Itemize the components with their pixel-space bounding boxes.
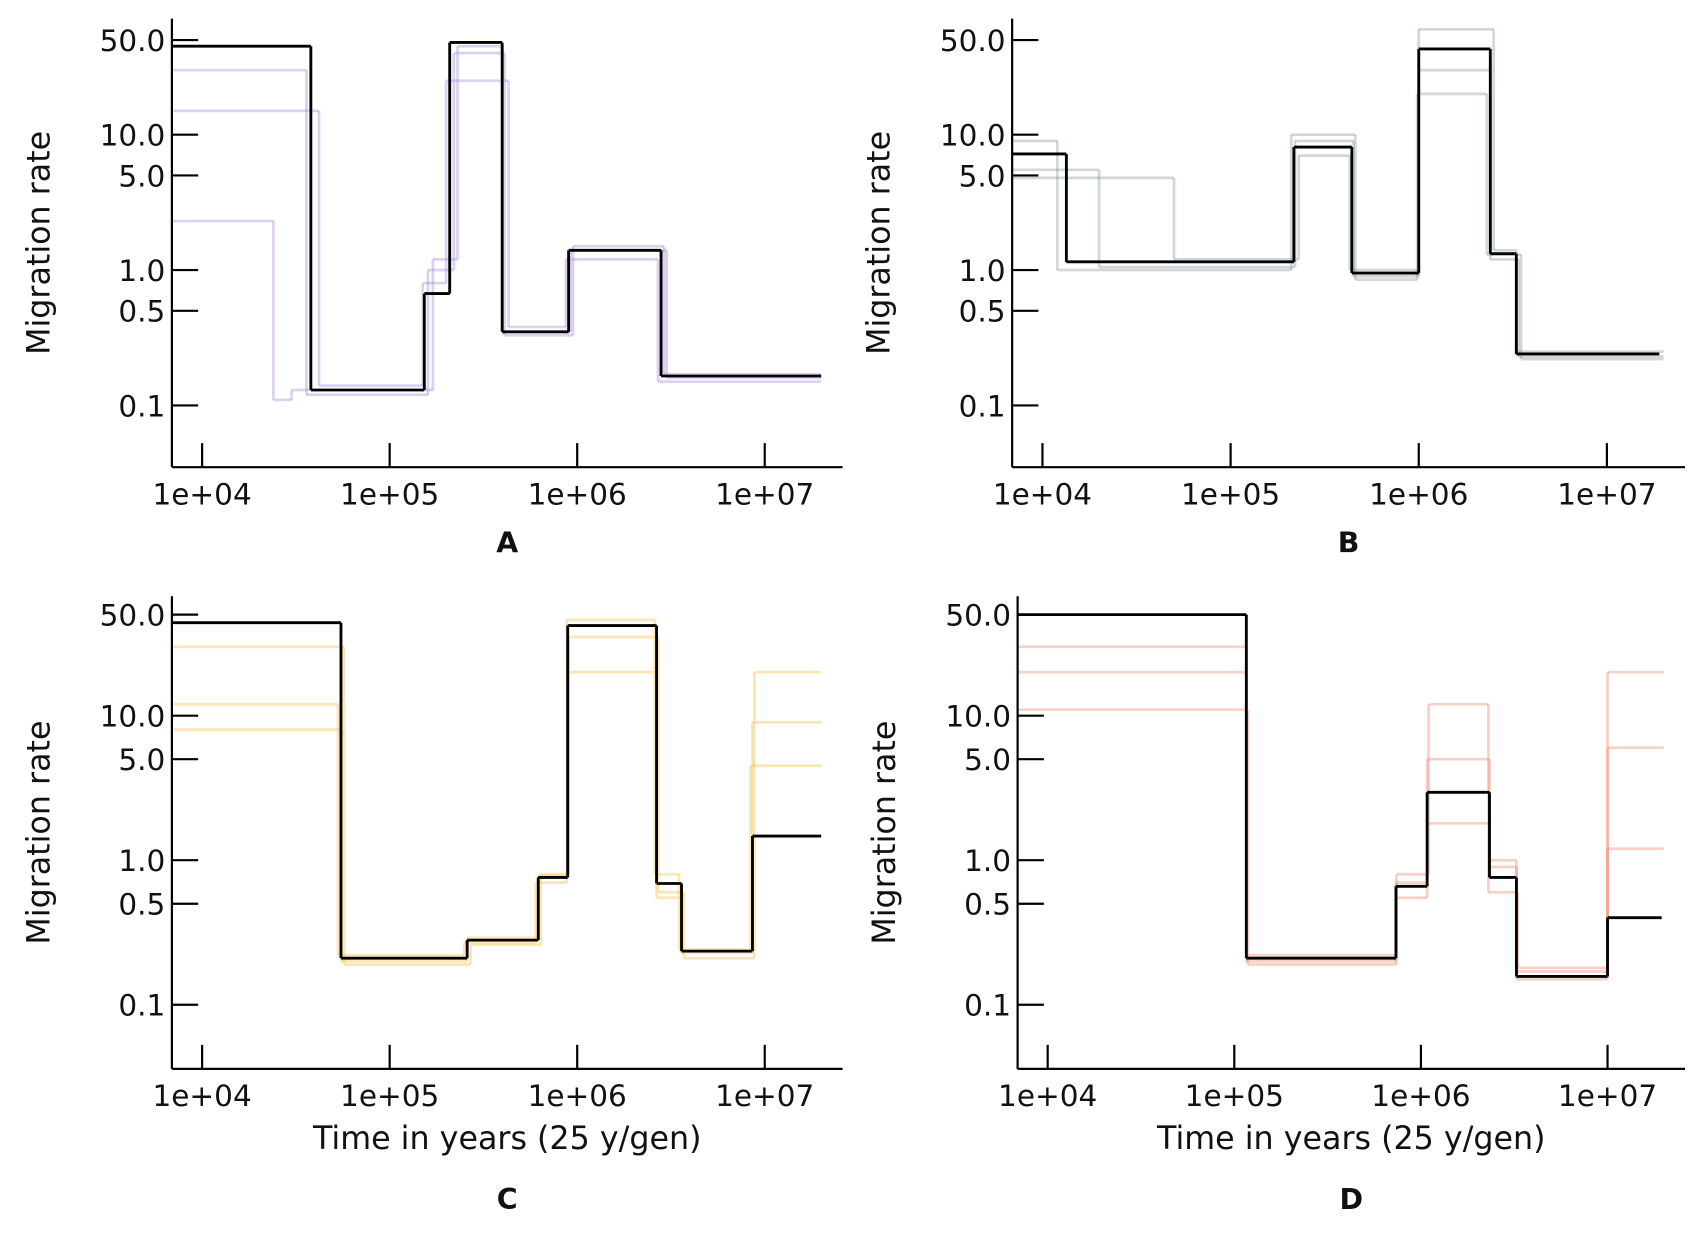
y-tick-label: 0.1 — [959, 389, 1006, 423]
y-tick-label: 5.0 — [964, 743, 1011, 777]
x-tick-label: 1e+04 — [993, 477, 1092, 511]
panel-caption: C — [497, 1183, 518, 1216]
y-tick-label: 10.0 — [945, 700, 1011, 734]
y-tick-label: 0.1 — [118, 389, 165, 423]
y-axis-label: Migration rate — [867, 721, 903, 945]
y-tick-label: 50.0 — [945, 599, 1011, 633]
x-axis-label: Time in years (25 y/gen) — [312, 1121, 701, 1157]
y-tick-label: 50.0 — [100, 599, 166, 633]
x-tick-label: 1e+04 — [998, 1079, 1097, 1113]
panel-caption: D — [1339, 1183, 1363, 1216]
panel: 50.0 10.0 5.0 1.0 0.5 0.1 1e+04 1e+05 1e+06 1e+07… — [21, 596, 843, 1216]
x-tick-label: 1e+07 — [1557, 477, 1656, 511]
y-tick-label: 5.0 — [959, 159, 1006, 193]
x-tick-label: 1e+05 — [1181, 477, 1280, 511]
y-tick-label: 50.0 — [940, 24, 1006, 58]
x-tick-label: 1e+07 — [1558, 1079, 1657, 1113]
x-tick-label: 1e+04 — [153, 477, 252, 511]
panel: 50.0 10.0 5.0 1.0 0.5 0.1 1e+04 1e+05 1e+06 1e+07… — [21, 18, 843, 559]
y-tick-label: 0.1 — [118, 989, 165, 1023]
y-tick-label: 0.5 — [964, 888, 1011, 922]
x-tick-label: 1e+06 — [528, 1079, 627, 1113]
y-tick-label: 1.0 — [118, 844, 165, 878]
x-tick-label: 1e+06 — [1369, 477, 1468, 511]
y-tick-label: 0.1 — [964, 989, 1011, 1023]
y-tick-label: 1.0 — [959, 254, 1006, 288]
x-tick-label: 1e+06 — [1371, 1079, 1470, 1113]
y-tick-label: 5.0 — [118, 743, 165, 777]
panel: 50.0 10.0 5.0 1.0 0.5 0.1 1e+04 1e+05 1e+06 1e+07… — [862, 18, 1685, 559]
y-tick-label: 10.0 — [100, 700, 166, 734]
x-tick-label: 1e+04 — [153, 1079, 252, 1113]
x-tick-label: 1e+05 — [1185, 1079, 1284, 1113]
x-tick-label: 1e+05 — [340, 1079, 439, 1113]
y-tick-label: 10.0 — [940, 119, 1006, 153]
y-tick-label: 0.5 — [118, 888, 165, 922]
y-tick-label: 1.0 — [964, 844, 1011, 878]
y-axis-label: Migration rate — [21, 131, 57, 355]
x-tick-label: 1e+06 — [528, 477, 627, 511]
y-axis-label: Migration rate — [862, 131, 898, 355]
x-tick-label: 1e+07 — [715, 477, 814, 511]
panel-caption: B — [1338, 526, 1360, 559]
x-axis-label: Time in years (25 y/gen) — [1156, 1121, 1545, 1157]
panel-caption: A — [496, 526, 518, 559]
y-tick-label: 10.0 — [100, 119, 166, 153]
y-tick-label: 5.0 — [118, 159, 165, 193]
y-tick-label: 1.0 — [118, 254, 165, 288]
x-tick-label: 1e+07 — [715, 1079, 814, 1113]
y-tick-label: 0.5 — [118, 295, 165, 329]
x-tick-label: 1e+05 — [340, 477, 439, 511]
y-tick-label: 0.5 — [959, 295, 1006, 329]
y-axis-label: Migration rate — [21, 721, 57, 945]
panel: 50.0 10.0 5.0 1.0 0.5 0.1 1e+04 1e+05 1e+06 1e+07… — [867, 596, 1685, 1216]
y-tick-label: 50.0 — [100, 24, 166, 58]
